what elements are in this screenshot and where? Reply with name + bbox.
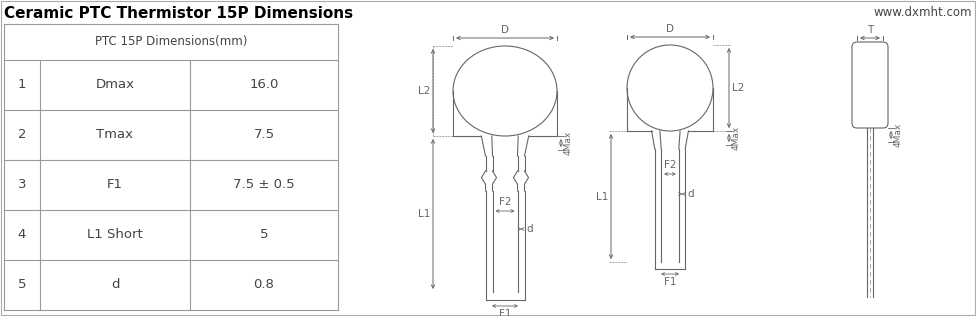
Text: 4Max: 4Max bbox=[894, 123, 903, 147]
Text: 5: 5 bbox=[18, 278, 26, 291]
Text: 5: 5 bbox=[260, 228, 268, 241]
Text: d: d bbox=[526, 224, 533, 234]
Text: F2: F2 bbox=[499, 197, 511, 207]
Text: F1: F1 bbox=[664, 277, 676, 287]
Text: 16.0: 16.0 bbox=[249, 78, 279, 92]
Text: Ceramic PTC Thermistor 15P Dimensions: Ceramic PTC Thermistor 15P Dimensions bbox=[4, 5, 353, 21]
Text: 7.5: 7.5 bbox=[254, 129, 274, 142]
Text: Tmax: Tmax bbox=[97, 129, 134, 142]
Text: 0.8: 0.8 bbox=[254, 278, 274, 291]
Text: F1: F1 bbox=[499, 309, 511, 316]
Text: d: d bbox=[687, 189, 694, 199]
Text: Dmax: Dmax bbox=[96, 78, 135, 92]
Text: www.dxmht.com: www.dxmht.com bbox=[874, 7, 972, 20]
Text: L1: L1 bbox=[418, 209, 430, 219]
Text: 4Max: 4Max bbox=[564, 131, 573, 155]
Text: 4Max: 4Max bbox=[732, 126, 741, 150]
Text: L1 Short: L1 Short bbox=[87, 228, 142, 241]
Text: L1: L1 bbox=[595, 191, 608, 202]
Text: T: T bbox=[867, 25, 874, 35]
Text: 3: 3 bbox=[18, 179, 26, 191]
Text: D: D bbox=[666, 24, 674, 34]
Text: PTC 15P Dimensions(mm): PTC 15P Dimensions(mm) bbox=[95, 35, 247, 48]
Text: F1: F1 bbox=[107, 179, 123, 191]
Text: L2: L2 bbox=[418, 86, 430, 96]
Text: D: D bbox=[501, 25, 509, 35]
Text: 2: 2 bbox=[18, 129, 26, 142]
Text: L2: L2 bbox=[732, 83, 745, 93]
Text: 4: 4 bbox=[18, 228, 26, 241]
Text: F2: F2 bbox=[664, 160, 676, 170]
Text: 7.5 ± 0.5: 7.5 ± 0.5 bbox=[233, 179, 295, 191]
Text: d: d bbox=[110, 278, 119, 291]
Text: 1: 1 bbox=[18, 78, 26, 92]
